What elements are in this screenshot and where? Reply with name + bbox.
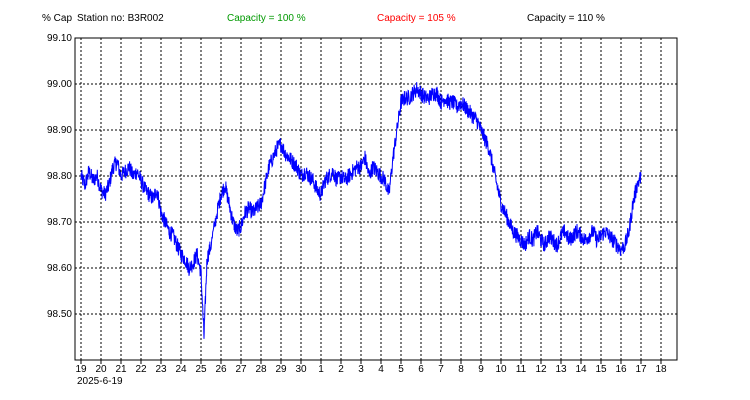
x-tick-label: 20 <box>95 364 107 375</box>
x-tick-label: 12 <box>535 364 547 375</box>
x-tick-label: 26 <box>215 364 227 375</box>
x-tick-label: 30 <box>295 364 307 375</box>
x-tick-label: 27 <box>235 364 247 375</box>
legend-capacity-110: Capacity = 110 % <box>527 13 605 24</box>
station-label: Station no: B3R002 <box>77 13 164 24</box>
y-axis-unit-label: % Cap <box>42 13 73 24</box>
x-tick-label: 22 <box>135 364 147 375</box>
x-tick-label: 9 <box>478 364 484 375</box>
x-tick-label: 18 <box>655 364 667 375</box>
x-tick-label: 19 <box>75 364 87 375</box>
y-tick-label: 98.70 <box>47 217 72 228</box>
x-tick-label: 6 <box>418 364 424 375</box>
x-tick-label: 7 <box>438 364 444 375</box>
x-tick-label: 3 <box>358 364 364 375</box>
y-tick-label: 98.80 <box>47 171 72 182</box>
x-tick-label: 1 <box>318 364 324 375</box>
y-tick-label: 98.60 <box>47 263 72 274</box>
capacity-series-line <box>80 82 642 339</box>
x-tick-label: 24 <box>175 364 187 375</box>
x-tick-label: 14 <box>575 364 587 375</box>
x-tick-label: 4 <box>378 364 384 375</box>
x-tick-label: 15 <box>595 364 607 375</box>
y-tick-label: 99.10 <box>47 33 72 44</box>
x-tick-label: 28 <box>255 364 267 375</box>
x-tick-label: 17 <box>635 364 647 375</box>
y-tick-label: 98.50 <box>47 309 72 320</box>
x-tick-label: 29 <box>275 364 287 375</box>
x-tick-label: 23 <box>155 364 167 375</box>
x-tick-label: 10 <box>495 364 507 375</box>
x-tick-label: 21 <box>115 364 127 375</box>
x-tick-label: 25 <box>195 364 207 375</box>
x-tick-label: 16 <box>615 364 627 375</box>
y-tick-label: 98.90 <box>47 125 72 136</box>
legend-capacity-100: Capacity = 100 % <box>227 13 306 24</box>
x-tick-label: 2 <box>338 364 344 375</box>
x-tick-label: 5 <box>398 364 404 375</box>
start-date-label: 2025-6-19 <box>77 376 123 387</box>
x-tick-label: 11 <box>516 364 527 375</box>
legend-capacity-105: Capacity = 105 % <box>377 13 456 24</box>
y-tick-label: 99.00 <box>47 79 72 90</box>
x-tick-label: 8 <box>458 364 464 375</box>
plot-frame <box>74 37 678 361</box>
x-tick-label: 13 <box>555 364 567 375</box>
